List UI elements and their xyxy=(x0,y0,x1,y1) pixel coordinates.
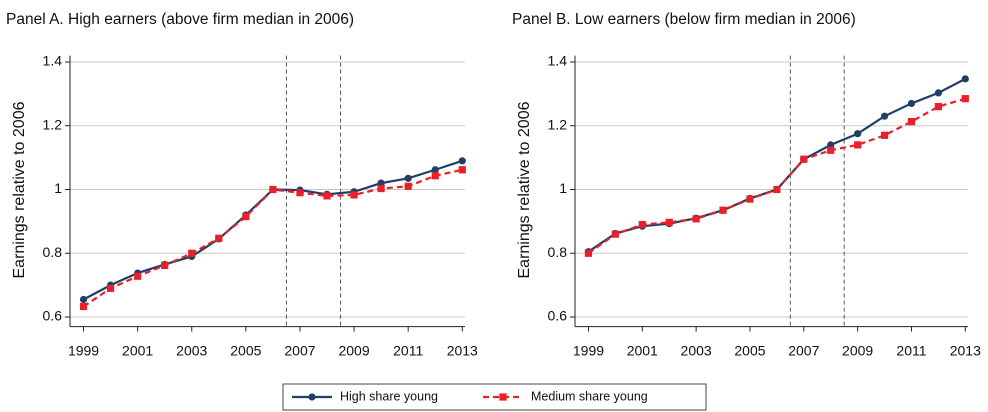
y-tick-label: 1 xyxy=(559,180,567,196)
marker xyxy=(350,191,358,199)
marker xyxy=(854,141,862,149)
legend-label: Medium share young xyxy=(531,389,648,403)
marker xyxy=(611,230,619,238)
x-tick-label: 2007 xyxy=(284,342,315,358)
marker xyxy=(880,112,889,120)
y-tick-label: 1.2 xyxy=(43,116,63,132)
marker xyxy=(242,213,250,221)
x-tick-label: 2009 xyxy=(842,342,873,358)
x-tick-label: 2005 xyxy=(734,342,765,358)
marker xyxy=(323,192,331,200)
marker xyxy=(215,234,223,242)
x-tick-label: 2013 xyxy=(950,342,981,358)
marker xyxy=(719,206,727,214)
legend-marker xyxy=(499,393,507,401)
y-tick-label: 1.4 xyxy=(548,53,568,69)
marker xyxy=(404,182,412,190)
x-tick-label: 1999 xyxy=(573,342,604,358)
legend-label: High share young xyxy=(340,389,438,403)
marker xyxy=(934,103,942,111)
x-tick-label: 1999 xyxy=(68,342,99,358)
marker xyxy=(880,131,889,139)
y-axis-label: Earnings relative to 2006 xyxy=(11,101,28,278)
marker xyxy=(269,185,277,194)
x-tick-label: 2005 xyxy=(230,342,261,358)
marker xyxy=(665,218,673,226)
marker xyxy=(961,75,969,83)
x-tick-label: 2001 xyxy=(122,342,153,358)
x-tick-label: 2011 xyxy=(393,342,423,358)
marker xyxy=(638,220,646,229)
marker xyxy=(854,130,862,138)
marker xyxy=(79,295,88,304)
marker xyxy=(827,146,835,154)
y-tick-label: 0.6 xyxy=(548,308,568,324)
marker xyxy=(404,174,412,182)
marker xyxy=(188,249,196,257)
marker xyxy=(746,195,754,203)
marker xyxy=(134,272,142,280)
x-tick-label: 2009 xyxy=(338,342,369,358)
marker xyxy=(106,284,115,292)
panel-title: Panel A. High earners (above firm median… xyxy=(6,11,354,28)
x-tick-label: 2001 xyxy=(627,342,658,358)
marker xyxy=(800,155,808,163)
marker xyxy=(296,189,304,197)
marker xyxy=(827,141,835,149)
y-tick-label: 0.6 xyxy=(43,308,63,324)
marker xyxy=(961,95,969,103)
y-axis-label: Earnings relative to 2006 xyxy=(516,101,533,278)
marker xyxy=(79,302,88,311)
marker xyxy=(458,157,466,165)
marker xyxy=(431,166,439,174)
x-tick-label: 2013 xyxy=(447,342,478,358)
marker xyxy=(458,166,466,174)
x-tick-label: 2003 xyxy=(176,342,207,358)
marker xyxy=(431,172,439,180)
x-tick-label: 2011 xyxy=(896,342,926,358)
y-tick-label: 1.2 xyxy=(548,116,568,132)
panel-title: Panel B. Low earners (below firm median … xyxy=(512,11,856,28)
x-tick-label: 2003 xyxy=(681,342,712,358)
y-tick-label: 0.8 xyxy=(548,244,568,260)
marker xyxy=(584,249,593,257)
y-tick-label: 0.8 xyxy=(43,244,63,260)
marker xyxy=(377,179,385,187)
marker xyxy=(377,184,385,193)
marker xyxy=(934,89,942,97)
x-tick-label: 2007 xyxy=(788,342,819,358)
y-tick-label: 1 xyxy=(54,180,62,196)
legend-marker xyxy=(308,393,316,401)
marker xyxy=(907,99,916,108)
marker xyxy=(692,215,700,223)
y-tick-label: 1.4 xyxy=(43,53,63,69)
marker xyxy=(907,117,916,126)
marker xyxy=(773,185,781,194)
marker xyxy=(161,261,169,269)
